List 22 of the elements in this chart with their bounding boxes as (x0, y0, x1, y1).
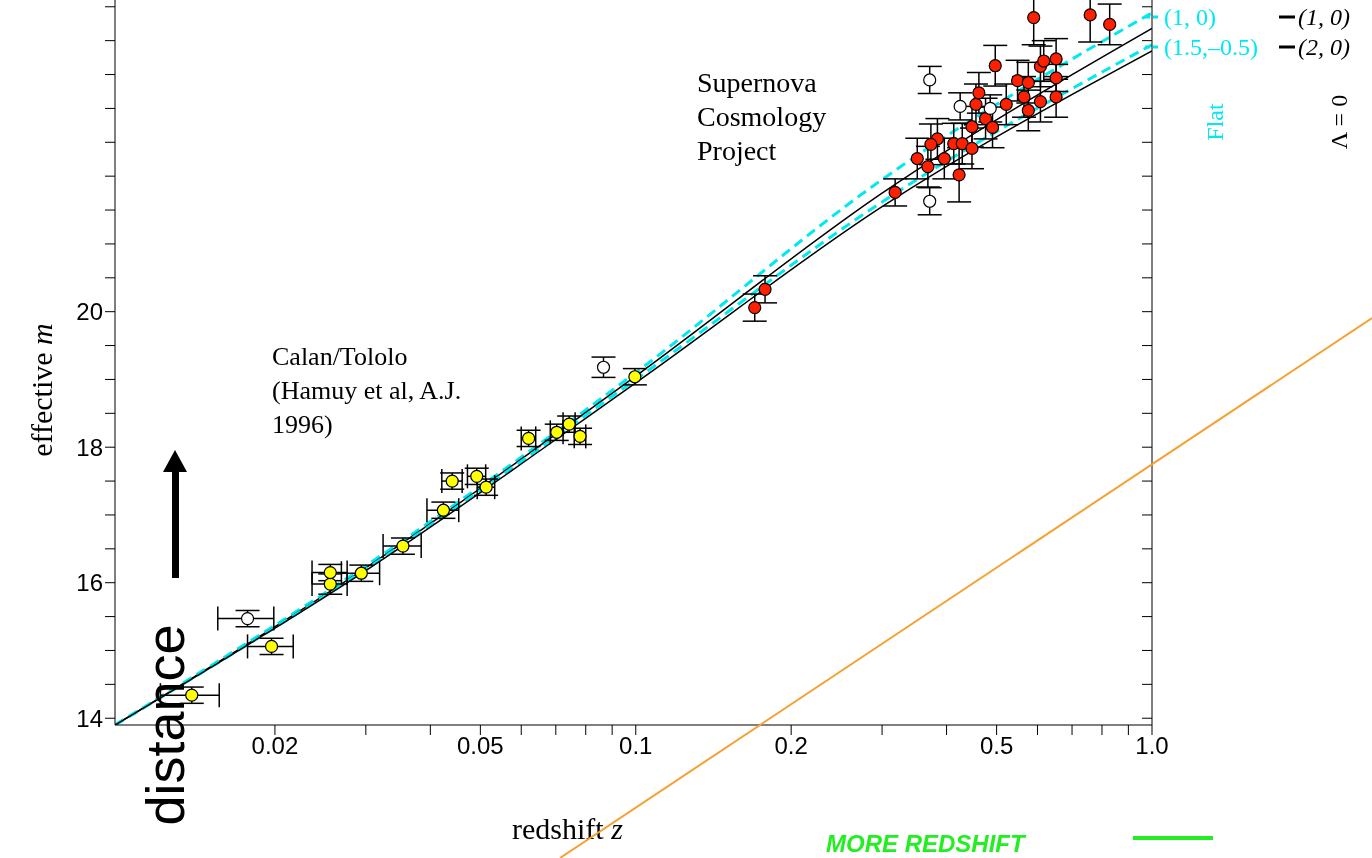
y-tick-label: 20 (76, 298, 103, 326)
x-tick-label: 0.02 (251, 732, 299, 760)
y-tick-label: 14 (76, 704, 103, 732)
x-axis-title: redshift z (512, 812, 623, 846)
legend-label: (1, 0) (1298, 3, 1350, 32)
x-tick-label: 1.0 (1135, 732, 1169, 760)
legend-label: (2, 0) (1298, 33, 1350, 62)
annotation: Calan/Tololo (Hamuy et al, A.J. 1996) (272, 342, 462, 439)
annotation: distance (135, 624, 195, 826)
annotation: Supernova Cosmology Project (697, 67, 827, 166)
y-tick-label: 18 (76, 433, 103, 461)
text: Flat (1201, 103, 1228, 141)
x-tick-label: 0.05 (457, 732, 504, 760)
text: Λ = 0 (1325, 94, 1352, 150)
legend-label: (1, 0) (1164, 3, 1216, 32)
y-axis-title: effective m (25, 323, 59, 457)
text: MORE REDSHIFT (826, 830, 1025, 857)
x-tick-label: 0.5 (979, 732, 1014, 760)
x-tick-label: 0.1 (619, 732, 653, 760)
y-tick-label: 16 (76, 569, 103, 597)
x-tick-label: 0.2 (774, 732, 808, 760)
legend-label: (1.5,–0.5) (1164, 33, 1258, 62)
